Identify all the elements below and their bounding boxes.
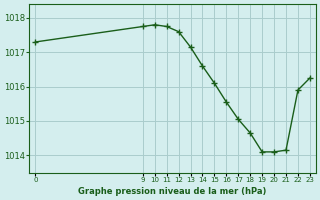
- X-axis label: Graphe pression niveau de la mer (hPa): Graphe pression niveau de la mer (hPa): [78, 187, 267, 196]
